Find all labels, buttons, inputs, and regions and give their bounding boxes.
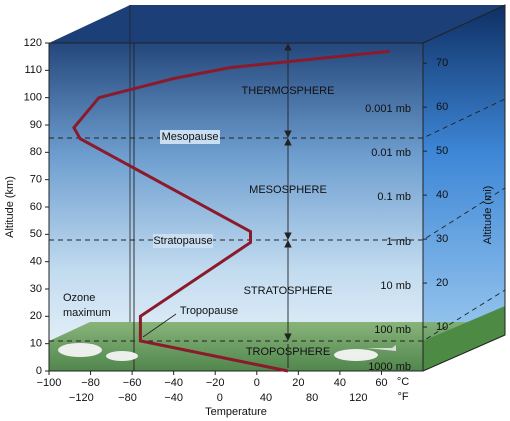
tropopause-leader (142, 313, 177, 338)
y-tick-label: 10 (30, 338, 42, 350)
x-tick-label: −100 (37, 377, 62, 389)
x-axis-title: Temperature (205, 406, 267, 418)
pressure-label: 100 mb (374, 324, 411, 336)
y-tick-label: 80 (30, 146, 42, 158)
x-tick-label: −80 (81, 377, 100, 389)
y-tick-label: 40 (30, 256, 42, 268)
pressure-label: 0.01 mb (371, 147, 411, 159)
pressure-label: 1 mb (387, 236, 411, 248)
temperature-profile (72, 49, 390, 373)
y-tick-label: 50 (30, 228, 42, 240)
ozone-label: maximum (63, 307, 111, 319)
x-tick-label: 0 (254, 377, 260, 389)
x-unit: °C (397, 376, 409, 388)
x2-tick-label: 0 (217, 392, 223, 404)
y-tick-label: 120 (24, 37, 42, 49)
y2-tick-label: 10 (436, 321, 448, 333)
pressure-label: 10 mb (380, 280, 411, 292)
pause-label: Tropopause (180, 305, 238, 317)
y-tick-label: 30 (30, 283, 42, 295)
x2-tick-label: −120 (69, 392, 94, 404)
y-tick-label: 20 (30, 310, 42, 322)
stratopause-line (49, 187, 506, 241)
ozone-label: Ozone (63, 292, 95, 304)
x-tick-label: −40 (164, 377, 183, 389)
pause-label-bg (160, 130, 220, 144)
pressure-label: 0.001 mb (365, 103, 411, 115)
layer-label: STRATOSPHERE (244, 285, 333, 297)
x-tick-label: 20 (292, 377, 304, 389)
y2-tick-label: 20 (436, 277, 448, 289)
mesopause-line (49, 98, 506, 139)
x2-tick-label: 120 (349, 392, 367, 404)
y-tick-label: 0 (36, 365, 42, 377)
pause-label: Stratopause (153, 235, 212, 247)
box-side (423, 5, 505, 371)
y-tick-label: 100 (24, 92, 42, 104)
x2-unit: °F (397, 391, 408, 403)
ground-side (423, 306, 505, 371)
y2-tick-label: 40 (436, 189, 448, 201)
layer-label: TROPOSPHERE (246, 346, 330, 358)
x2-tick-label: 80 (306, 392, 318, 404)
x2-tick-label: 40 (260, 392, 272, 404)
y2-tick-label: 70 (436, 57, 448, 69)
pause-label: Mesopause (162, 131, 219, 143)
x2-tick-label: −80 (118, 392, 137, 404)
box-top (49, 5, 505, 43)
x-tick-label: 60 (375, 377, 387, 389)
y-tick-label: 110 (24, 64, 42, 76)
pressure-label: 1000 mb (368, 361, 411, 373)
y2-tick-label: 30 (436, 233, 448, 245)
x2-tick-label: −40 (164, 392, 183, 404)
pressure-label: 0.1 mb (377, 191, 411, 203)
pause-label-bg (153, 234, 213, 248)
y2-tick-label: 60 (436, 101, 448, 113)
x-tick-label: −20 (206, 377, 225, 389)
y-tick-label: 90 (30, 119, 42, 131)
box-front (49, 43, 423, 371)
ground (49, 322, 505, 371)
y-tick-label: 60 (30, 201, 42, 213)
y2-axis-title: Altitude (mi) (482, 186, 494, 245)
layer-label: THERMOSPHERE (242, 85, 335, 97)
tropopause-line (49, 289, 506, 342)
plane (366, 345, 396, 351)
clouds (58, 343, 378, 361)
y-axis-title: Altitude (km) (4, 176, 16, 238)
y2-tick-label: 50 (436, 145, 448, 157)
layer-label: MESOSPHERE (249, 184, 327, 196)
x-tick-label: −60 (123, 377, 142, 389)
x-tick-label: 40 (334, 377, 346, 389)
y-tick-label: 70 (30, 174, 42, 186)
box-side-outline (422, 4, 506, 372)
